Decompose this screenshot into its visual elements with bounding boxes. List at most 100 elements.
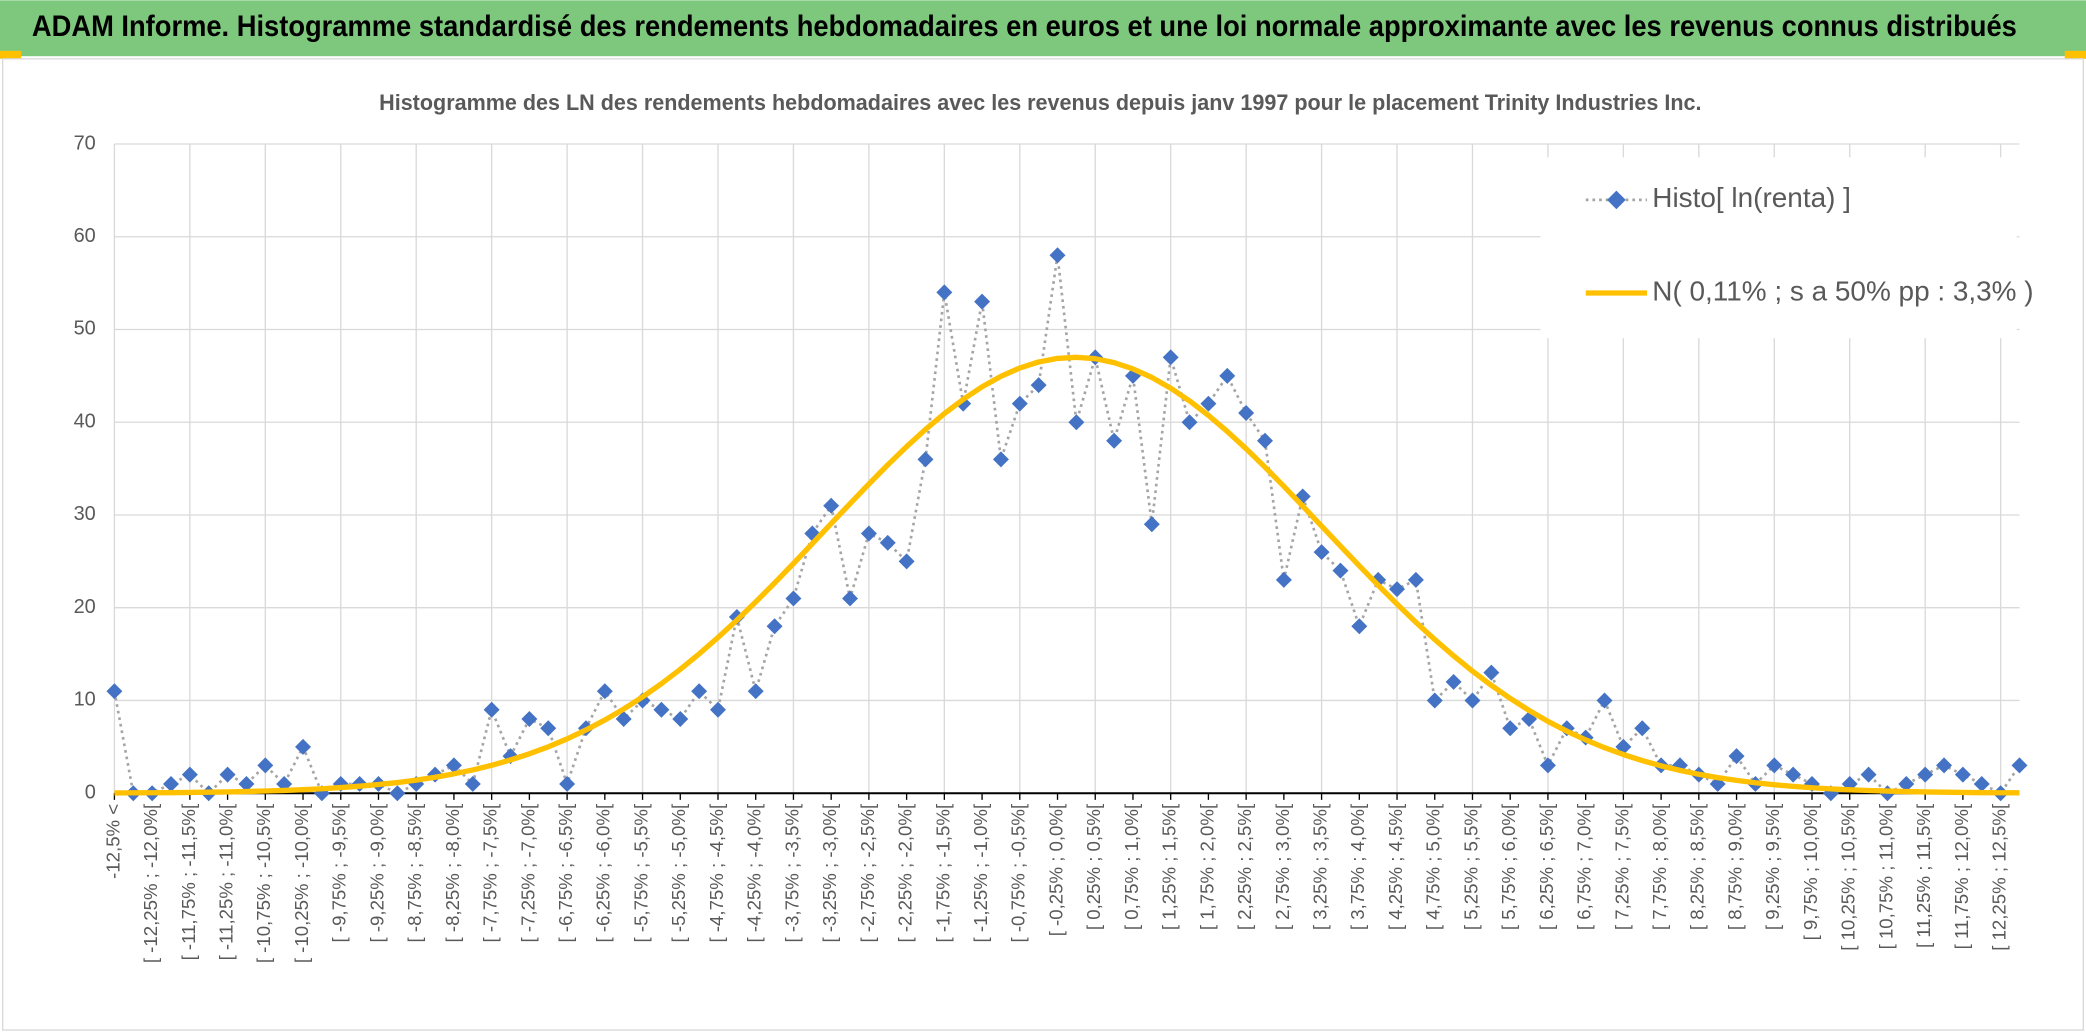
x-tick-label: [ 7,75% ; 8,0%[ bbox=[1649, 803, 1670, 930]
marker bbox=[615, 711, 632, 728]
marker bbox=[238, 775, 255, 792]
x-tick-label: [ 4,75% ; 5,0%[ bbox=[1423, 803, 1444, 930]
corner bbox=[0, 50, 22, 59]
marker bbox=[1464, 692, 1481, 709]
x-tick-label: [ 12,25% ; 12,5%[ bbox=[1989, 803, 2010, 951]
x-tick-label: [ 3,25% ; 3,5%[ bbox=[1310, 803, 1331, 930]
x-tick-label: [ 8,75% ; 9,0%[ bbox=[1724, 803, 1745, 930]
x-tick-label: [ 5,75% ; 6,0%[ bbox=[1498, 803, 1519, 930]
marker bbox=[445, 757, 462, 774]
marker bbox=[823, 497, 840, 514]
marker bbox=[1332, 562, 1349, 579]
marker bbox=[860, 525, 877, 542]
marker bbox=[1162, 349, 1179, 366]
x-tick-label: [ 0,25% ; 0,5%[ bbox=[1083, 803, 1104, 930]
marker bbox=[1275, 571, 1292, 588]
x-tick-label: [ 0,75% ; 1,0%[ bbox=[1121, 803, 1142, 930]
x-tick-label: [ -11,25% ; -11,0%[ bbox=[216, 803, 237, 960]
x-tick-label: [ -8,75% ; -8,5%[ bbox=[404, 803, 425, 942]
marker bbox=[1539, 757, 1556, 774]
x-tick-label: [ -10,25% ; -10,0%[ bbox=[291, 803, 312, 963]
y-tick-label: 60 bbox=[74, 225, 96, 247]
x-tick-label: [ -9,25% ; -9,0%[ bbox=[366, 803, 387, 942]
marker bbox=[106, 683, 123, 700]
marker bbox=[898, 553, 915, 570]
marker bbox=[295, 738, 312, 755]
x-tick-label: [ 11,75% ; 12,0%[ bbox=[1951, 803, 1972, 949]
x-tick-label: [ -7,25% ; -7,0%[ bbox=[517, 803, 538, 942]
x-tick-label: [ 9,25% ; 9,5%[ bbox=[1762, 803, 1783, 930]
marker bbox=[879, 534, 896, 551]
marker bbox=[1785, 766, 1802, 783]
y-tick-label: 10 bbox=[74, 689, 96, 711]
marker bbox=[1898, 775, 1915, 792]
x-tick-label: [ 2,25% ; 2,5%[ bbox=[1234, 803, 1255, 930]
marker bbox=[521, 711, 538, 728]
marker bbox=[1426, 692, 1443, 709]
x-tick-label: [ -6,75% ; -6,5%[ bbox=[555, 803, 576, 942]
marker bbox=[464, 775, 481, 792]
marker bbox=[1917, 766, 1934, 783]
marker bbox=[1389, 581, 1406, 598]
marker bbox=[992, 451, 1009, 468]
marker bbox=[672, 711, 689, 728]
marker bbox=[1973, 775, 1990, 792]
x-tick-label: [ 11,25% ; 11,5%[ bbox=[1913, 803, 1934, 948]
marker bbox=[1766, 757, 1783, 774]
marker bbox=[219, 766, 236, 783]
marker bbox=[691, 683, 708, 700]
marker bbox=[1143, 516, 1160, 533]
x-tick-label: [ -7,75% ; -7,5%[ bbox=[480, 803, 501, 942]
x-tick-label: [ -4,75% ; -4,5%[ bbox=[706, 803, 727, 942]
marker bbox=[1502, 720, 1519, 737]
x-tick-label: -12,5% < bbox=[102, 804, 123, 879]
y-tick-label: 0 bbox=[85, 781, 96, 803]
x-tick-label: [ 6,25% ; 6,5%[ bbox=[1536, 803, 1557, 930]
x-tick-label: [ -1,25% ; -1,0%[ bbox=[970, 803, 991, 942]
marker bbox=[1030, 377, 1047, 394]
x-tick-label: [ 10,75% ; 11,0%[ bbox=[1875, 803, 1896, 949]
x-tick-label: [ -0,75% ; -0,5%[ bbox=[1008, 803, 1029, 942]
x-tick-label: [ -0,25% ; 0,0%[ bbox=[1045, 803, 1066, 936]
x-tick-label: [ 1,75% ; 2,0%[ bbox=[1196, 803, 1217, 930]
x-tick-label: [ -2,25% ; -2,0%[ bbox=[895, 803, 916, 942]
marker bbox=[710, 701, 726, 718]
legend-label: N( 0,11% ; s a 50% pp : 3,3% ) bbox=[1652, 275, 2033, 306]
marker bbox=[540, 720, 557, 737]
x-tick-label: [ 5,25% ; 5,5%[ bbox=[1460, 803, 1481, 930]
x-tick-label: [ -9,75% ; -9,5%[ bbox=[329, 803, 350, 942]
marker bbox=[1351, 618, 1368, 635]
x-tick-label: [ -10,75% ; -10,5%[ bbox=[253, 803, 274, 963]
marker bbox=[163, 775, 179, 792]
legend-label: Histo[ ln(renta) ] bbox=[1652, 182, 1851, 213]
x-tick-label: [ -11,75% ; -11,5%[ bbox=[178, 803, 199, 960]
marker bbox=[1483, 664, 1500, 681]
marker bbox=[917, 451, 934, 468]
marker bbox=[1634, 720, 1651, 737]
x-tick-label: [ 3,75% ; 4,0%[ bbox=[1347, 803, 1368, 930]
marker bbox=[747, 683, 764, 700]
x-tick-label: [ -12,25% ; -12,0%[ bbox=[140, 803, 161, 963]
marker bbox=[1313, 544, 1330, 561]
y-tick-label: 70 bbox=[74, 132, 96, 154]
marker bbox=[1370, 571, 1387, 588]
x-tick-label: [ 4,25% ; 4,5%[ bbox=[1385, 803, 1406, 930]
marker bbox=[842, 590, 859, 607]
marker bbox=[1011, 395, 1028, 412]
y-tick-label: 50 bbox=[74, 318, 96, 340]
marker bbox=[785, 590, 802, 607]
marker bbox=[1238, 404, 1255, 421]
x-tick-label: [ -3,25% ; -3,0%[ bbox=[819, 803, 840, 942]
marker bbox=[1936, 757, 1953, 774]
marker bbox=[181, 766, 198, 783]
marker bbox=[653, 701, 670, 718]
x-tick-label: [ 1,25% ; 1,5%[ bbox=[1159, 803, 1180, 930]
legend-box bbox=[1540, 157, 2017, 339]
marker bbox=[1860, 766, 1877, 783]
marker bbox=[389, 785, 406, 802]
y-tick-label: 30 bbox=[74, 503, 96, 525]
x-tick-label: [ -6,25% ; -6,0%[ bbox=[593, 803, 614, 942]
x-tick-label: [ -1,75% ; -1,5%[ bbox=[932, 803, 953, 942]
